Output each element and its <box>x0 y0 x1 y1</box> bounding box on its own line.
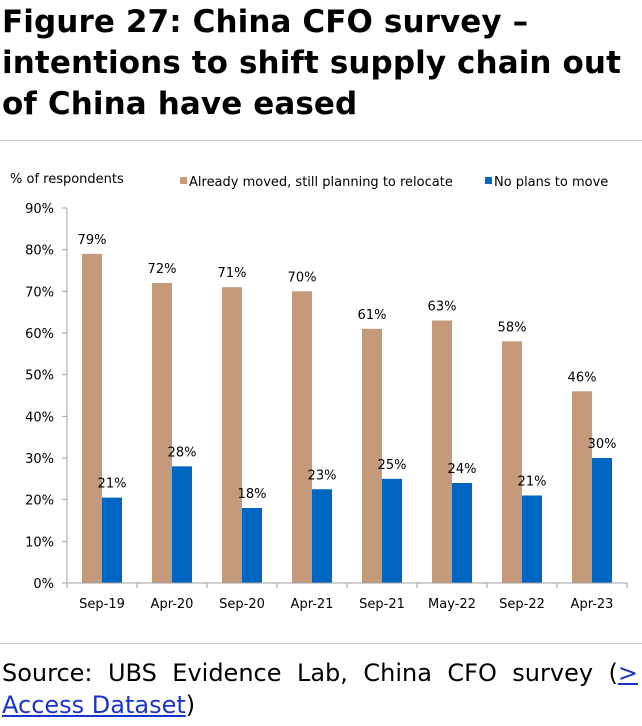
bar-s1-sep-19 <box>82 253 102 583</box>
bar-s1-apr-23 <box>572 391 592 583</box>
data-label-s1: 72% <box>148 262 177 277</box>
bar-s1-sep-21 <box>362 328 382 583</box>
bar-chart: Already moved, still planning to relocat… <box>10 172 628 612</box>
x-tick-label: Apr-21 <box>291 597 334 612</box>
bar-s2-sep-22 <box>522 495 542 583</box>
bar-s1-apr-20 <box>152 283 172 583</box>
bars: 79% 72% 71% 70% 61% 63% 58% 46% 21% 28% 18% 23% 25% 2… <box>78 233 617 583</box>
x-tick-label: Sep-21 <box>359 597 405 612</box>
source-text: Source: UBS Evidence Lab, China CFO surv… <box>2 659 618 687</box>
data-label-s2: 25% <box>378 458 407 473</box>
legend-label-2: No plans to move <box>494 175 608 190</box>
legend-label-1: Already moved, still planning to relocat… <box>189 175 453 190</box>
x-axis: Sep-19 Apr-20 Sep-20 Apr-21 Sep-21 May-22 Sep-… <box>66 582 628 612</box>
x-tick-label: Apr-23 <box>571 597 614 612</box>
x-tick-label: Sep-22 <box>499 597 545 612</box>
access-dataset-link[interactable]: > Access Dataset <box>2 659 638 719</box>
y-axis-label: % of respondents <box>10 172 124 187</box>
bar-s1-apr-21 <box>292 291 312 583</box>
bar-s2-apr-20 <box>172 466 192 583</box>
x-tick-label: May-22 <box>428 597 476 612</box>
y-tick-label: 0% <box>33 577 54 592</box>
legend-swatch-2 <box>485 177 492 184</box>
source-note: Source: UBS Evidence Lab, China CFO surv… <box>2 657 638 721</box>
y-tick-label: 50% <box>25 369 54 384</box>
data-label-s2: 24% <box>448 462 477 477</box>
data-label-s1: 63% <box>428 300 457 315</box>
bottom-divider <box>0 643 642 644</box>
y-tick-label: 10% <box>25 535 54 550</box>
legend-swatch-1 <box>180 177 187 184</box>
bar-s2-may-22 <box>452 483 472 583</box>
data-label-s2: 23% <box>308 468 337 483</box>
data-label-s2: 21% <box>518 475 547 490</box>
data-label-s1: 79% <box>78 233 107 248</box>
data-label-s2: 30% <box>588 437 617 452</box>
data-label-s1: 70% <box>288 270 317 285</box>
x-tick-label: Sep-19 <box>79 597 125 612</box>
data-label-s2: 28% <box>168 445 197 460</box>
top-divider <box>0 140 642 141</box>
figure-title: Figure 27: China CFO survey – intentions… <box>2 4 621 122</box>
data-label-s1: 46% <box>568 370 597 385</box>
data-label-s2: 21% <box>98 477 127 492</box>
bar-s2-sep-21 <box>382 478 402 583</box>
y-tick-label: 20% <box>25 494 54 509</box>
data-label-s2: 18% <box>238 487 267 502</box>
y-tick-label: 30% <box>25 452 54 467</box>
y-axis: 0% 10% 20% 30% 40% 50% 60% 70% 80% 90% <box>25 202 68 592</box>
x-tick-label: Apr-20 <box>151 597 194 612</box>
y-tick-label: 90% <box>25 202 54 217</box>
bar-s1-sep-20 <box>222 287 242 583</box>
bar-s2-sep-19 <box>102 497 122 583</box>
data-label-s1: 61% <box>358 308 387 323</box>
y-tick-label: 60% <box>25 327 54 342</box>
y-tick-label: 70% <box>25 285 54 300</box>
bar-s2-apr-23 <box>592 458 612 583</box>
bar-s2-apr-21 <box>312 489 332 583</box>
bar-s1-sep-22 <box>502 341 522 583</box>
data-label-s1: 71% <box>218 266 247 281</box>
y-tick-label: 80% <box>25 244 54 259</box>
x-tick-label: Sep-20 <box>219 597 265 612</box>
chart-legend: Already moved, still planning to relocat… <box>180 175 608 190</box>
y-tick-label: 40% <box>25 410 54 425</box>
bar-s2-sep-20 <box>242 508 262 583</box>
data-label-s1: 58% <box>498 320 527 335</box>
bar-s1-may-22 <box>432 320 452 583</box>
source-close-paren: ) <box>185 691 196 719</box>
